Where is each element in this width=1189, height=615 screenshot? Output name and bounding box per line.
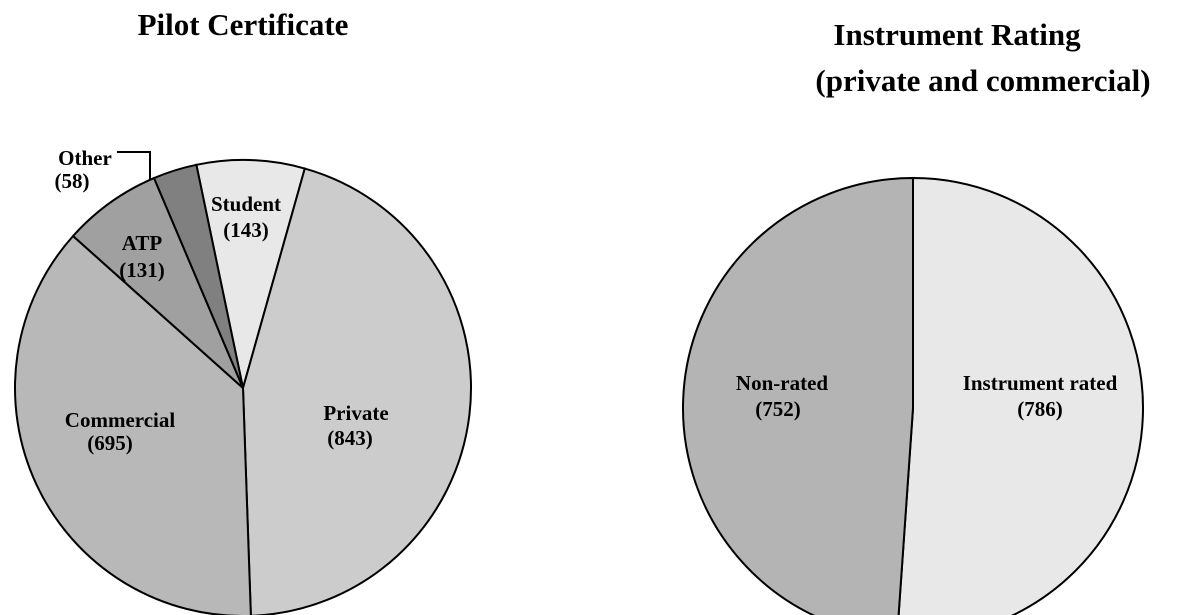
callout-line [117, 151, 151, 186]
slice-value: (843) [327, 426, 373, 450]
slice-label: Instrument rated [963, 371, 1118, 395]
pie-slice [195, 159, 307, 389]
slice-label: Non-rated [736, 371, 828, 395]
slice-label: Other [58, 146, 112, 170]
slice-label: Student [211, 192, 281, 216]
slice-value: (786) [1017, 397, 1063, 421]
slice-value: (752) [755, 397, 801, 421]
slice-value: (131) [119, 258, 165, 282]
slice-label: Private [323, 401, 388, 425]
pie-slice [682, 176, 914, 615]
slice-label: Commercial [65, 408, 176, 432]
pie-slice [14, 234, 252, 615]
chart-title: Pilot Certificate [138, 7, 349, 42]
pie-slice [241, 167, 472, 615]
slice-value: (58) [55, 169, 90, 193]
chart-title: Instrument Rating [833, 17, 1081, 52]
slice-label: ATP [122, 231, 163, 255]
pie-slice [152, 163, 244, 389]
chart-subtitle: (private and commercial) [815, 63, 1150, 98]
slice-value: (143) [223, 218, 269, 242]
pie-slice [897, 176, 1144, 615]
slice-value: (695) [87, 431, 133, 455]
